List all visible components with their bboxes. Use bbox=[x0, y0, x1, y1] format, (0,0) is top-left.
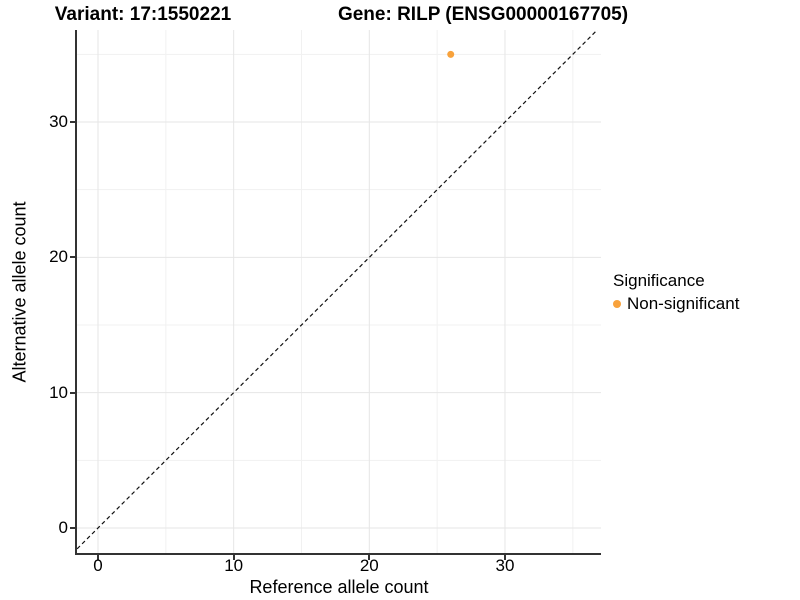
data-point bbox=[447, 50, 455, 58]
y-axis-label: Alternative allele count bbox=[9, 201, 30, 383]
y-tick-mark bbox=[70, 391, 75, 394]
y-tick-label: 0 bbox=[58, 518, 68, 537]
legend-title: Significance bbox=[613, 271, 705, 290]
x-tick-mark bbox=[368, 555, 371, 560]
x-tick-mark bbox=[503, 555, 506, 560]
plot-panel bbox=[75, 30, 601, 555]
y-tick-label: 20 bbox=[49, 247, 68, 267]
legend-items: Non-significant bbox=[613, 294, 739, 314]
gene-title: Gene: RILP (ENSG00000167705) bbox=[337, 4, 629, 25]
y-tick-mark bbox=[70, 527, 75, 529]
y-tick-mark bbox=[70, 256, 75, 259]
legend: Significance Non-significant bbox=[613, 271, 739, 314]
y-tick-label: 30 bbox=[49, 112, 68, 131]
x-tick-label: 30 bbox=[495, 556, 515, 575]
x-tick-label: 0 bbox=[93, 556, 103, 575]
identity-dashed-line bbox=[77, 30, 599, 550]
x-tick-mark bbox=[97, 555, 99, 560]
legend-point-icon bbox=[613, 300, 621, 308]
y-tick-mark bbox=[70, 121, 75, 123]
x-axis-label: Reference allele count bbox=[249, 577, 429, 597]
plot-area-svg bbox=[77, 30, 601, 553]
legend-item: Non-significant bbox=[613, 294, 739, 314]
x-tick-mark bbox=[232, 555, 235, 560]
y-tick-label: 10 bbox=[49, 382, 68, 402]
x-tick-label: 20 bbox=[359, 556, 379, 575]
variant-title: Variant: 17:1550221 bbox=[54, 4, 232, 25]
x-tick-label: 10 bbox=[224, 556, 244, 575]
legend-item-label: Non-significant bbox=[627, 294, 740, 313]
